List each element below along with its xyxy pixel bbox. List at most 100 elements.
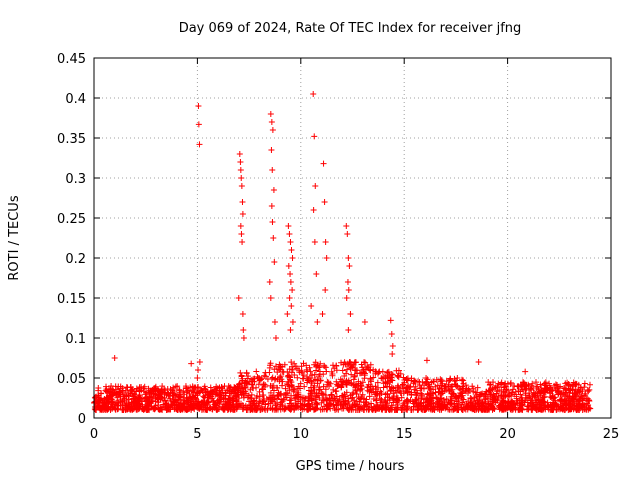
- data-point: [211, 401, 218, 408]
- data-point: [175, 393, 182, 400]
- y-axis-title: ROTI / TECUs: [7, 195, 22, 280]
- data-point: [190, 389, 197, 396]
- data-point: [285, 223, 292, 229]
- data-point: [432, 383, 439, 390]
- data-point: [411, 400, 418, 407]
- data-point: [321, 363, 328, 370]
- data-point: [288, 359, 295, 366]
- data-point: [179, 405, 186, 412]
- data-point: [447, 376, 454, 383]
- data-point: [507, 381, 514, 388]
- data-point: [201, 399, 208, 406]
- data-point: [289, 255, 296, 261]
- data-point: [312, 376, 319, 383]
- data-point: [231, 383, 238, 390]
- data-point: [329, 372, 336, 379]
- data-point: [286, 366, 293, 373]
- data-point: [313, 405, 320, 412]
- data-point: [393, 389, 400, 396]
- data-point: [316, 394, 323, 401]
- data-point: [114, 394, 121, 401]
- data-point: [318, 390, 325, 397]
- data-point: [569, 386, 576, 393]
- data-point: [271, 319, 278, 325]
- data-point: [308, 303, 315, 309]
- data-point: [287, 279, 294, 285]
- data-point: [349, 401, 356, 408]
- data-point: [271, 366, 278, 373]
- data-point: [417, 385, 424, 392]
- data-point: [253, 368, 260, 375]
- data-point: [176, 386, 183, 393]
- data-point: [292, 363, 299, 370]
- data-point: [446, 400, 453, 407]
- data-point: [119, 398, 126, 405]
- data-point: [174, 406, 181, 413]
- data-point: [491, 385, 498, 392]
- data-point: [252, 405, 259, 412]
- data-point: [513, 393, 520, 400]
- data-point: [498, 386, 505, 393]
- data-point: [139, 395, 146, 402]
- data-point: [125, 393, 132, 400]
- data-point: [327, 405, 334, 412]
- data-point: [320, 383, 327, 390]
- data-point: [473, 406, 480, 413]
- data-point: [148, 403, 155, 410]
- data-point: [520, 379, 527, 386]
- data-point: [532, 379, 539, 386]
- data-point: [467, 400, 474, 407]
- y-tick-label: 0.3: [65, 172, 86, 187]
- data-point: [283, 390, 290, 397]
- data-point: [528, 397, 535, 404]
- data-point: [271, 376, 278, 383]
- data-point: [239, 311, 246, 317]
- data-point: [166, 393, 173, 400]
- data-point: [360, 399, 367, 406]
- data-point: [482, 396, 489, 403]
- data-point: [99, 398, 106, 405]
- data-point: [474, 397, 481, 404]
- data-point: [541, 393, 548, 400]
- data-point: [541, 388, 548, 395]
- data-point: [111, 355, 118, 361]
- data-point: [475, 359, 482, 365]
- data-point: [326, 395, 333, 402]
- data-point: [394, 384, 401, 391]
- data-point: [172, 383, 179, 390]
- data-point: [233, 396, 240, 403]
- data-point: [239, 199, 246, 205]
- data-point: [276, 378, 283, 385]
- data-point: [350, 376, 357, 383]
- data-point: [237, 159, 244, 165]
- data-point: [519, 397, 526, 404]
- data-point: [174, 399, 181, 406]
- data-point: [507, 406, 514, 413]
- data-point: [533, 401, 540, 408]
- data-point: [581, 384, 588, 391]
- data-point: [399, 404, 406, 411]
- data-point: [304, 368, 311, 375]
- data-point: [113, 386, 120, 393]
- y-tick-label: 0: [78, 412, 86, 427]
- data-point: [374, 391, 381, 398]
- data-point: [151, 388, 158, 395]
- data-point: [308, 388, 315, 395]
- data-point: [314, 319, 321, 325]
- data-point: [235, 295, 242, 301]
- data-point: [337, 401, 344, 408]
- data-point: [458, 390, 465, 397]
- data-point: [305, 406, 312, 413]
- data-point: [510, 401, 517, 408]
- data-point: [132, 391, 139, 398]
- data-point: [575, 405, 582, 412]
- data-point: [545, 403, 552, 410]
- data-point: [177, 389, 184, 396]
- data-point: [324, 378, 331, 385]
- data-point: [332, 388, 339, 395]
- data-point: [333, 406, 340, 413]
- data-point: [108, 383, 115, 390]
- data-point: [320, 371, 327, 378]
- data-point: [428, 379, 435, 386]
- data-point: [582, 390, 589, 397]
